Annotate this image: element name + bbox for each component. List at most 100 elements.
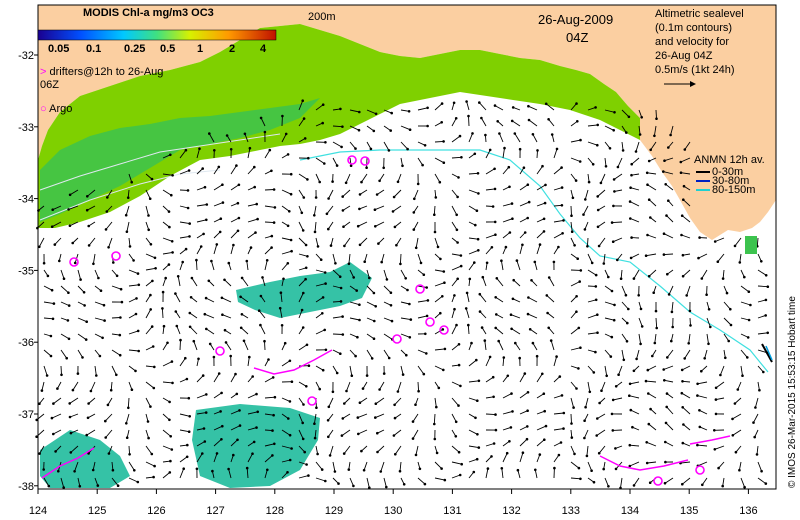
velocity-arrow	[262, 277, 266, 287]
velocity-arrow-head	[356, 416, 360, 419]
velocity-arrow-head	[764, 314, 767, 317]
velocity-arrow	[281, 205, 290, 212]
velocity-arrow-head	[492, 395, 495, 399]
velocity-arrow-head	[151, 345, 155, 348]
velocity-arrow-head	[578, 160, 582, 163]
altimetry-line: (0.1m contours)	[655, 22, 733, 34]
velocity-arrow-head	[746, 356, 749, 359]
velocity-arrow-head	[700, 369, 703, 373]
velocity-arrow-head	[698, 425, 702, 429]
velocity-arrow	[330, 237, 334, 246]
velocity-arrow-head	[98, 354, 102, 358]
velocity-arrow	[647, 365, 657, 371]
velocity-arrow-head	[283, 341, 287, 345]
velocity-arrow-head	[301, 99, 305, 102]
velocity-arrow-head	[560, 166, 563, 169]
velocity-arrow	[722, 477, 725, 487]
velocity-arrow	[417, 381, 420, 392]
velocity-arrow-head	[749, 303, 752, 307]
velocity-arrow-head	[594, 298, 598, 302]
velocity-arrow	[128, 349, 139, 352]
velocity-arrow-head	[52, 402, 55, 405]
colorbar-tick-label: 0.05	[48, 43, 70, 55]
velocity-arrow-head	[754, 406, 757, 409]
velocity-arrow-head	[402, 483, 406, 486]
velocity-arrow	[740, 349, 748, 358]
velocity-arrow	[77, 349, 83, 358]
velocity-arrow-head	[57, 469, 60, 473]
velocity-arrow-head	[707, 342, 710, 346]
argo-legend: ○ Argo	[40, 103, 72, 116]
velocity-arrow	[314, 221, 317, 232]
velocity-arrow	[125, 413, 130, 424]
velocity-arrow	[468, 429, 478, 435]
velocity-arrow	[434, 173, 441, 183]
velocity-arrow	[396, 237, 402, 246]
velocity-arrow	[502, 232, 511, 239]
velocity-arrow	[77, 269, 82, 280]
velocity-arrow-head	[575, 295, 578, 298]
velocity-arrow	[213, 244, 218, 255]
velocity-arrow	[597, 413, 606, 419]
velocity-arrow	[230, 165, 237, 175]
velocity-arrow-head	[68, 402, 71, 405]
velocity-arrow	[328, 397, 334, 407]
velocity-arrow-head	[349, 164, 353, 167]
velocity-arrow-head	[478, 292, 482, 296]
velocity-arrow	[349, 317, 360, 321]
velocity-arrow	[189, 326, 198, 335]
velocity-arrow-head	[614, 467, 618, 471]
velocity-arrow-head	[559, 441, 563, 444]
velocity-arrow-head	[288, 433, 292, 437]
velocity-arrow-head	[425, 352, 428, 355]
velocity-arrow	[468, 237, 479, 240]
velocity-arrow	[361, 173, 368, 183]
velocity-arrow	[162, 189, 172, 196]
velocity-arrow	[260, 324, 266, 335]
velocity-arrow	[550, 340, 555, 351]
velocity-arrow-head	[557, 453, 561, 457]
velocity-arrow-head	[734, 450, 738, 454]
velocity-arrow	[230, 217, 240, 223]
velocity-arrow-head	[457, 363, 461, 367]
velocity-arrow-head	[442, 270, 446, 273]
y-axis: -32-33-34-35-36-37-38	[18, 50, 38, 493]
velocity-arrow-head	[148, 197, 152, 200]
velocity-arrow-head	[342, 452, 346, 455]
velocity-arrow-head	[493, 187, 497, 191]
velocity-arrow	[111, 349, 121, 356]
velocity-arrow-head	[602, 467, 605, 471]
velocity-arrow-head	[229, 354, 232, 358]
velocity-arrow-head	[570, 230, 574, 233]
velocity-arrow	[621, 141, 624, 151]
velocity-arrow	[332, 300, 342, 303]
velocity-arrow	[604, 125, 614, 131]
velocity-arrow-head	[637, 294, 640, 297]
velocity-arrow-head	[176, 275, 180, 278]
velocity-arrow	[468, 115, 470, 127]
velocity-arrow-head	[471, 132, 474, 135]
velocity-arrow-head	[506, 374, 510, 378]
velocity-arrow	[366, 141, 372, 150]
velocity-arrow-head	[272, 221, 276, 224]
velocity-arrow	[681, 392, 691, 399]
velocity-arrow	[631, 157, 640, 165]
velocity-arrow	[348, 253, 351, 264]
argo-float	[215, 346, 225, 356]
velocity-arrow	[548, 277, 555, 287]
velocity-arrow-head	[127, 406, 130, 410]
velocity-arrow-head	[341, 333, 345, 336]
velocity-arrow	[342, 189, 351, 197]
velocity-arrow	[664, 379, 674, 383]
velocity-arrow	[88, 397, 96, 404]
velocity-arrow-head	[494, 296, 498, 299]
velocity-arrow-head	[89, 389, 93, 393]
velocity-arrow-head	[149, 293, 152, 297]
velocity-arrow-head	[210, 259, 213, 263]
velocity-arrow	[241, 277, 249, 287]
velocity-arrow	[621, 285, 627, 296]
velocity-arrow-head	[597, 451, 601, 455]
drifter-track	[41, 447, 95, 479]
velocity-arrow-head	[584, 198, 587, 201]
velocity-arrow-head	[86, 416, 90, 420]
